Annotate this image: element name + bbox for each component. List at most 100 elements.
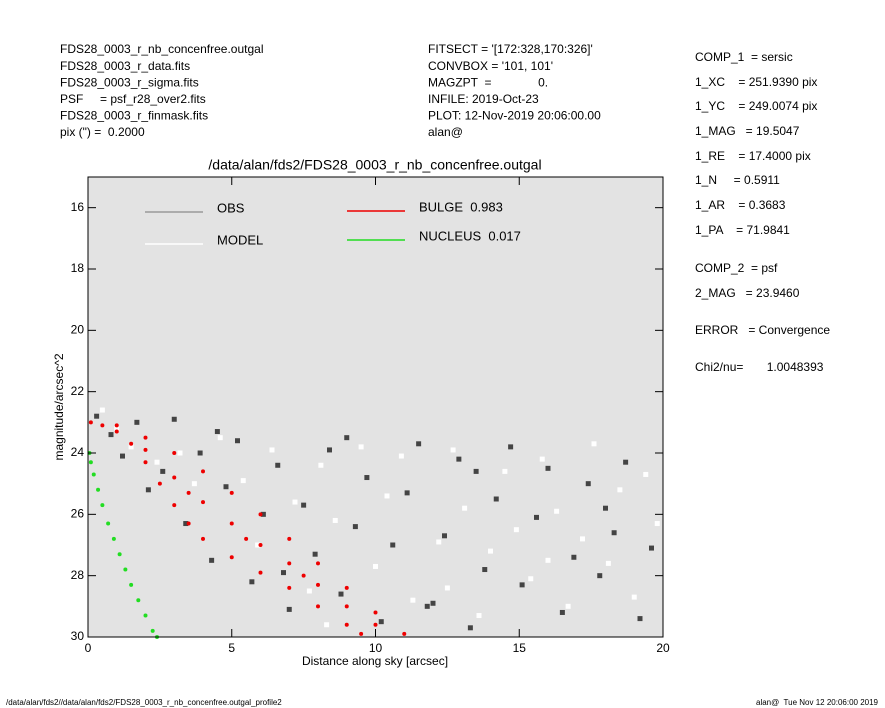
data-point — [312, 551, 318, 557]
plot-area — [88, 177, 663, 637]
data-point — [404, 490, 410, 496]
header-line: FDS28_0003_r_data.fits — [60, 59, 190, 73]
y-tick-label: 22 — [71, 384, 85, 398]
data-point — [482, 567, 488, 573]
data-point — [623, 459, 629, 465]
data-point — [597, 573, 603, 579]
data-point — [229, 490, 234, 495]
fit-parameter: 1_XC = 251.9390 pix — [695, 75, 817, 89]
data-point — [554, 508, 560, 514]
x-tick-label: 10 — [369, 641, 383, 655]
data-point — [456, 456, 462, 462]
data-point — [88, 420, 93, 425]
header-line: INFILE: 2019-Oct-23 — [428, 92, 539, 106]
data-point — [120, 453, 125, 459]
data-point — [128, 444, 134, 450]
data-point — [580, 536, 585, 542]
legend-label: OBS — [217, 200, 245, 215]
data-point — [229, 555, 234, 560]
data-point — [364, 475, 370, 481]
data-point — [244, 536, 249, 541]
data-point — [450, 447, 456, 453]
data-point — [201, 536, 205, 541]
data-point — [260, 511, 266, 517]
y-tick-label: 16 — [71, 200, 85, 214]
fit-parameter: 1_YC = 249.0074 pix — [695, 99, 817, 113]
data-point — [410, 597, 416, 603]
data-point — [172, 475, 177, 480]
data-point — [143, 447, 148, 452]
data-point — [275, 462, 281, 468]
data-point — [462, 505, 468, 511]
data-point — [235, 438, 240, 444]
data-point — [649, 545, 654, 551]
header-line: FDS28_0003_r_finmask.fits — [60, 109, 208, 123]
data-point — [106, 521, 111, 526]
data-point — [183, 521, 189, 527]
data-point — [134, 419, 140, 425]
y-tick-label: 28 — [71, 568, 85, 582]
data-point — [129, 441, 134, 446]
data-point — [416, 441, 422, 447]
data-point — [605, 560, 611, 566]
data-point — [637, 616, 643, 622]
fit-parameter: ERROR = Convergence — [695, 323, 830, 337]
data-point — [287, 536, 292, 541]
data-point — [378, 619, 384, 625]
data-point — [258, 543, 263, 547]
data-point — [611, 530, 617, 536]
data-point — [344, 585, 349, 590]
data-point — [240, 478, 246, 484]
data-point — [117, 552, 122, 557]
data-point — [94, 413, 100, 419]
data-point — [88, 460, 93, 465]
data-point — [286, 606, 292, 612]
data-point — [402, 631, 407, 636]
data-point — [143, 613, 148, 618]
data-point — [467, 625, 473, 631]
fit-parameter: 1_MAG = 19.5047 — [695, 124, 800, 138]
data-point — [603, 505, 608, 511]
y-tick-label: 26 — [71, 507, 85, 521]
data-point — [160, 468, 166, 474]
data-point — [136, 598, 141, 603]
x-tick-label: 0 — [85, 641, 92, 655]
data-point — [111, 536, 116, 541]
data-point — [143, 460, 148, 465]
footer-left: /data/alan/fds2//data/alan/fds2/FDS28_00… — [6, 698, 282, 707]
header-line: PLOT: 12-Nov-2019 20:06:00.00 — [428, 109, 601, 123]
data-point — [287, 585, 292, 590]
data-point — [114, 425, 120, 431]
data-point — [338, 591, 344, 597]
data-point — [150, 628, 155, 633]
data-point — [332, 517, 338, 523]
y-tick-label: 20 — [71, 323, 85, 337]
data-point — [281, 570, 286, 576]
y-tick-label: 18 — [71, 261, 85, 275]
data-point — [654, 521, 660, 527]
header-line: PSF = psf_r28_over2.fits — [60, 92, 206, 106]
header-line: alan@ — [428, 125, 463, 139]
data-point — [201, 469, 205, 474]
data-point — [108, 432, 114, 438]
data-point — [493, 496, 499, 502]
data-point — [287, 561, 292, 566]
data-point — [324, 622, 330, 628]
header-line: pix (") = 0.2000 — [60, 125, 145, 139]
data-point — [571, 554, 577, 560]
data-point — [488, 548, 493, 554]
data-point — [171, 416, 177, 422]
data-point — [591, 441, 597, 447]
data-point — [214, 429, 220, 435]
data-point — [223, 484, 229, 490]
data-point — [359, 631, 364, 636]
data-point — [476, 613, 482, 619]
data-point — [502, 468, 508, 474]
data-point — [172, 503, 177, 508]
data-point — [316, 604, 320, 609]
data-point — [100, 423, 105, 428]
data-point — [373, 610, 378, 615]
header-line: FDS28_0003_r_sigma.fits — [60, 75, 199, 89]
data-point — [191, 481, 197, 487]
legend-label: NUCLEUS 0.017 — [419, 228, 521, 243]
